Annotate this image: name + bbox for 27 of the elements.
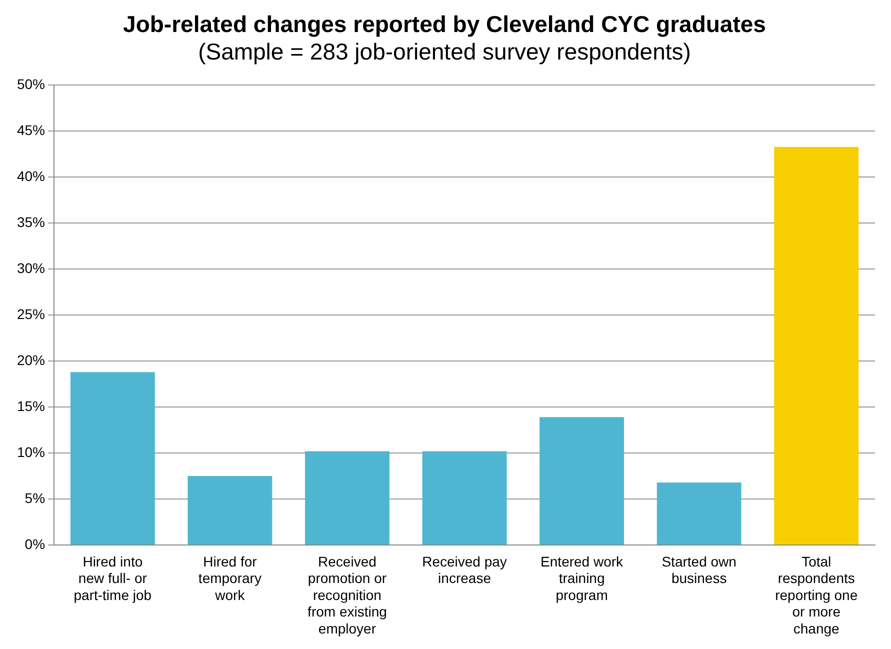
y-tick-label: 10%	[16, 444, 46, 460]
bar	[540, 417, 624, 544]
y-tick-label: 25%	[16, 306, 46, 322]
bar	[188, 476, 272, 544]
x-tick-label: Hired for temporary work	[198, 553, 262, 603]
y-tick-label: 30%	[16, 260, 46, 276]
x-tick-label: Received pay increase	[422, 553, 507, 586]
y-tick-label: 40%	[16, 168, 46, 184]
y-tick-label: 20%	[16, 352, 46, 368]
bar	[774, 146, 859, 544]
x-tick-label: Entered work training program	[540, 553, 624, 603]
x-tick-label: Received promotion or recognition from existing employer	[308, 553, 387, 636]
x-tick-label: Total respondents reporting one or more change	[775, 553, 858, 636]
x-tick-label: Started own business	[662, 553, 736, 586]
y-tick-label: 15%	[16, 398, 46, 414]
bar	[305, 451, 390, 544]
bar	[656, 482, 742, 544]
y-tick-label: 35%	[16, 214, 46, 230]
y-tick-label: 0%	[24, 536, 46, 552]
bar	[70, 372, 155, 544]
y-tick-label: 50%	[16, 76, 46, 92]
chart-subtitle: (Sample = 283 job-oriented survey respondents)	[198, 38, 691, 65]
bar	[422, 451, 507, 544]
y-tick-label: 45%	[16, 122, 46, 138]
chart-title: Job-related changes reported by Cleveland CYC graduates	[123, 11, 766, 38]
y-tick-label: 5%	[24, 490, 46, 506]
x-tick-label: Hired into new full- or part-time job	[74, 553, 152, 603]
